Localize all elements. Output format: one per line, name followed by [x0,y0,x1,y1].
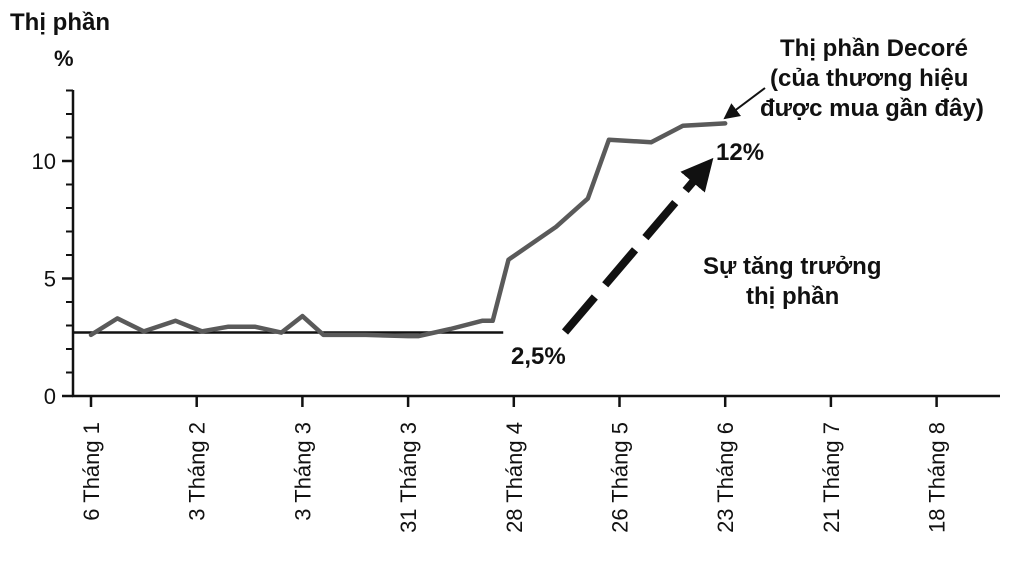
growth-arrow [561,157,714,335]
x-tick-label: 6 Tháng 1 [79,422,104,521]
x-tick-label: 3 Tháng 3 [290,422,315,521]
y-axis-unit: % [54,46,74,71]
y-major-ticks: 0 5 10 [32,149,73,409]
x-ticks: 6 Tháng 1 3 Tháng 2 3 Tháng 3 31 Tháng 3 28 … [79,396,950,533]
x-tick-label: 3 Tháng 2 [185,422,210,521]
y-tick-label: 5 [44,267,56,292]
y-tick-label: 0 [44,384,56,409]
growth-label-line2: thị phần [746,283,839,310]
y-axis-title: Thị phần [10,9,110,36]
x-tick-label: 23 Tháng 6 [713,422,738,533]
x-tick-label: 18 Tháng 8 [925,422,950,533]
growth-label-line1: Sự tăng trưởng [703,253,881,280]
x-tick-label: 26 Tháng 5 [608,422,633,533]
series-line-decore [88,121,728,339]
x-tick-label: 21 Tháng 7 [819,422,844,533]
legend-label-line2: (của thương hiệu [770,65,968,92]
start-value-label: 2,5% [511,343,566,370]
end-value-label: 12% [716,139,764,166]
legend-label-line1: Thị phần Decoré [780,35,968,62]
legend-pointer-arrow [723,87,766,120]
y-tick-label: 10 [32,149,56,174]
legend-label-line3: được mua gần đây) [760,95,984,122]
x-tick-label: 31 Tháng 3 [396,422,421,533]
x-tick-label: 28 Tháng 4 [502,422,527,533]
